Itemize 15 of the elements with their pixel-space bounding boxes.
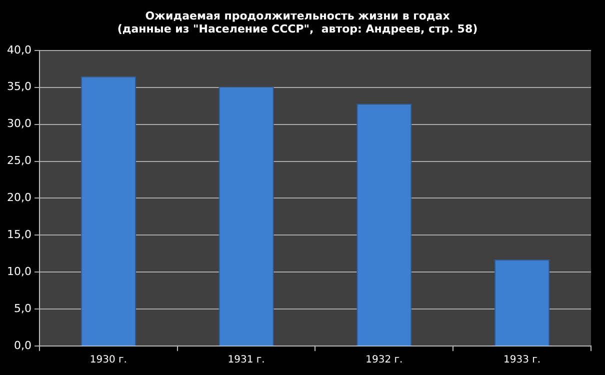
x-tick-label: 1933 г.	[504, 354, 541, 366]
x-tick-label: 1932 г.	[366, 354, 403, 366]
y-tick-label: 30,0	[6, 117, 32, 130]
text: Ожидаемая продолжительность жизни в годах	[145, 9, 450, 22]
y-tick-label: 40,0	[6, 43, 32, 56]
y-tick-label: 25,0	[6, 154, 32, 168]
y-tick-label: 20,0	[6, 191, 32, 204]
x-tick-label: 1930 г.	[90, 354, 127, 366]
x-tick-label: 1931 г.	[228, 354, 265, 366]
y-tick-label: 0,0	[14, 338, 32, 352]
y-tick-label: 35,0	[6, 80, 32, 94]
text: (данные из "Население СССР", автор: Андреев, стр. 58)	[117, 22, 478, 36]
y-tick-label: 5,0	[14, 302, 32, 315]
y-tick-label: 10,0	[6, 264, 32, 278]
y-tick-label: 15,0	[6, 228, 32, 242]
